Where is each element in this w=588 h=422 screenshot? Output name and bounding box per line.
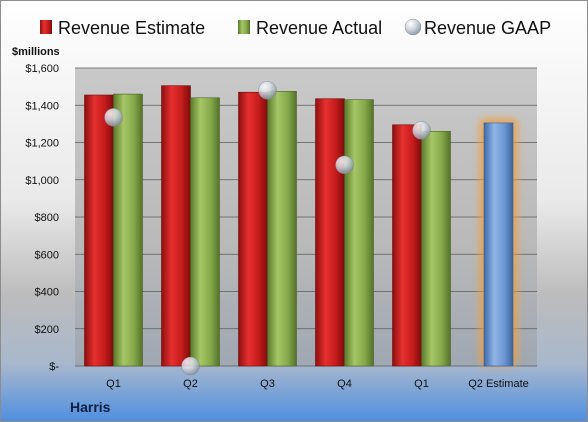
y-axis-unit-label: $millions xyxy=(12,46,60,58)
x-axis-ticks: Q1 Q2 Q3 Q4 Q1 Q2 Estimate xyxy=(106,378,529,390)
bar-revenue-estimate xyxy=(161,85,191,367)
bars xyxy=(84,85,514,367)
bubble-revenue-gaap xyxy=(335,155,354,175)
bar-revenue-actual xyxy=(113,93,143,367)
y-axis-ticks: $- $200 $400 $600 $800 $1,000 $1,200 $1,400 $1,6… xyxy=(25,63,59,373)
bar-revenue-actual xyxy=(190,97,220,367)
bar-revenue-actual xyxy=(267,90,297,367)
legend-label: Revenue Actual xyxy=(256,18,382,38)
x-tick-label: Q3 xyxy=(260,378,275,390)
gridlines xyxy=(75,67,537,367)
y-tick-label: $1,000 xyxy=(25,175,59,187)
legend: Revenue Estimate Revenue Actual Revenue GA… xyxy=(40,18,551,38)
x-tick-label: Q1 xyxy=(414,378,429,390)
y-tick-label: $400 xyxy=(35,287,59,299)
legend-swatch xyxy=(404,18,422,36)
y-tick-label: $200 xyxy=(35,324,59,336)
bubble-revenue-gaap xyxy=(258,81,277,100)
y-tick-label: $600 xyxy=(35,249,59,261)
bar-revenue-actual xyxy=(344,99,374,367)
legend-label: Revenue Estimate xyxy=(58,18,205,38)
bubble-revenue-gaap xyxy=(104,108,123,127)
x-tick-label: Q4 xyxy=(337,378,352,390)
bar-revenue-estimate xyxy=(315,98,345,367)
bar-revenue-actual xyxy=(421,131,451,367)
bar-revenue-estimate xyxy=(84,94,114,367)
bubble-revenue-gaap xyxy=(412,121,431,140)
gaap-bubbles xyxy=(104,81,431,376)
x-tick-label: Q1 xyxy=(106,378,121,390)
legend-swatch xyxy=(238,20,250,34)
bar-q2-estimate xyxy=(483,122,514,367)
bar-revenue-estimate xyxy=(238,91,268,367)
x-tick-label: Q2 xyxy=(183,378,198,390)
y-tick-label: $- xyxy=(49,361,59,373)
y-tick-label: $1,400 xyxy=(25,100,59,112)
x-tick-label: Q2 Estimate xyxy=(468,378,529,390)
legend-label: Revenue GAAP xyxy=(424,18,551,38)
company-label: Harris xyxy=(70,399,111,415)
legend-swatch xyxy=(40,20,52,34)
y-tick-label: $800 xyxy=(35,212,59,224)
bar-revenue-estimate xyxy=(392,124,422,367)
bubble-revenue-gaap xyxy=(181,356,200,376)
y-tick-label: $1,600 xyxy=(25,63,59,75)
y-tick-label: $1,200 xyxy=(25,138,59,150)
